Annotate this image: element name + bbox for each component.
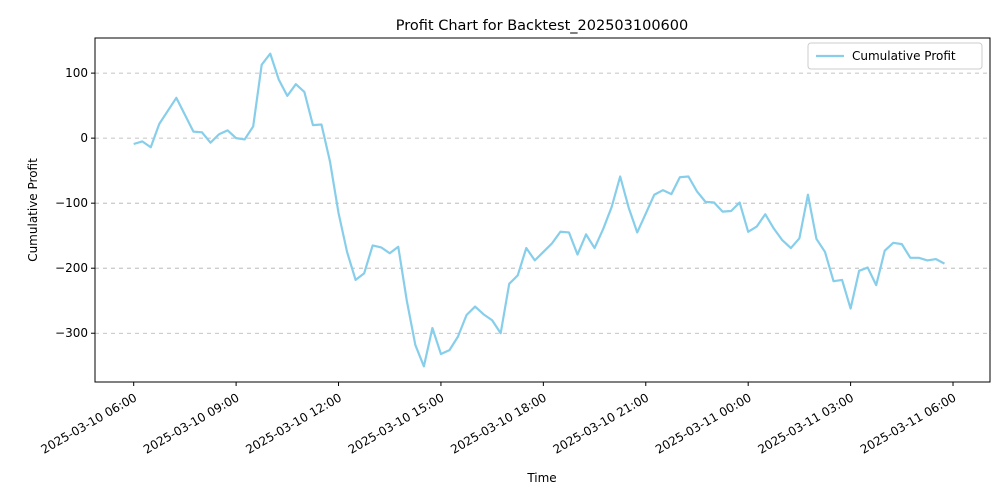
legend: Cumulative Profit: [807, 42, 983, 70]
line: [133, 52, 945, 368]
axes-frame: [94, 37, 991, 383]
x-axis-label: Time: [526, 471, 556, 485]
legend-label: Cumulative Profit: [852, 49, 956, 63]
legend-frame: [807, 42, 983, 70]
y-tick-label: −300: [55, 326, 88, 340]
y-tick-label: −200: [55, 261, 88, 275]
y-axis-label: Cumulative Profit: [26, 158, 40, 262]
chart-title: Profit Chart for Backtest_202503100600: [396, 18, 688, 34]
y-tick-label: 0: [80, 131, 88, 145]
y-tick-label: −100: [55, 196, 88, 210]
y-tick-label: 100: [65, 66, 88, 80]
